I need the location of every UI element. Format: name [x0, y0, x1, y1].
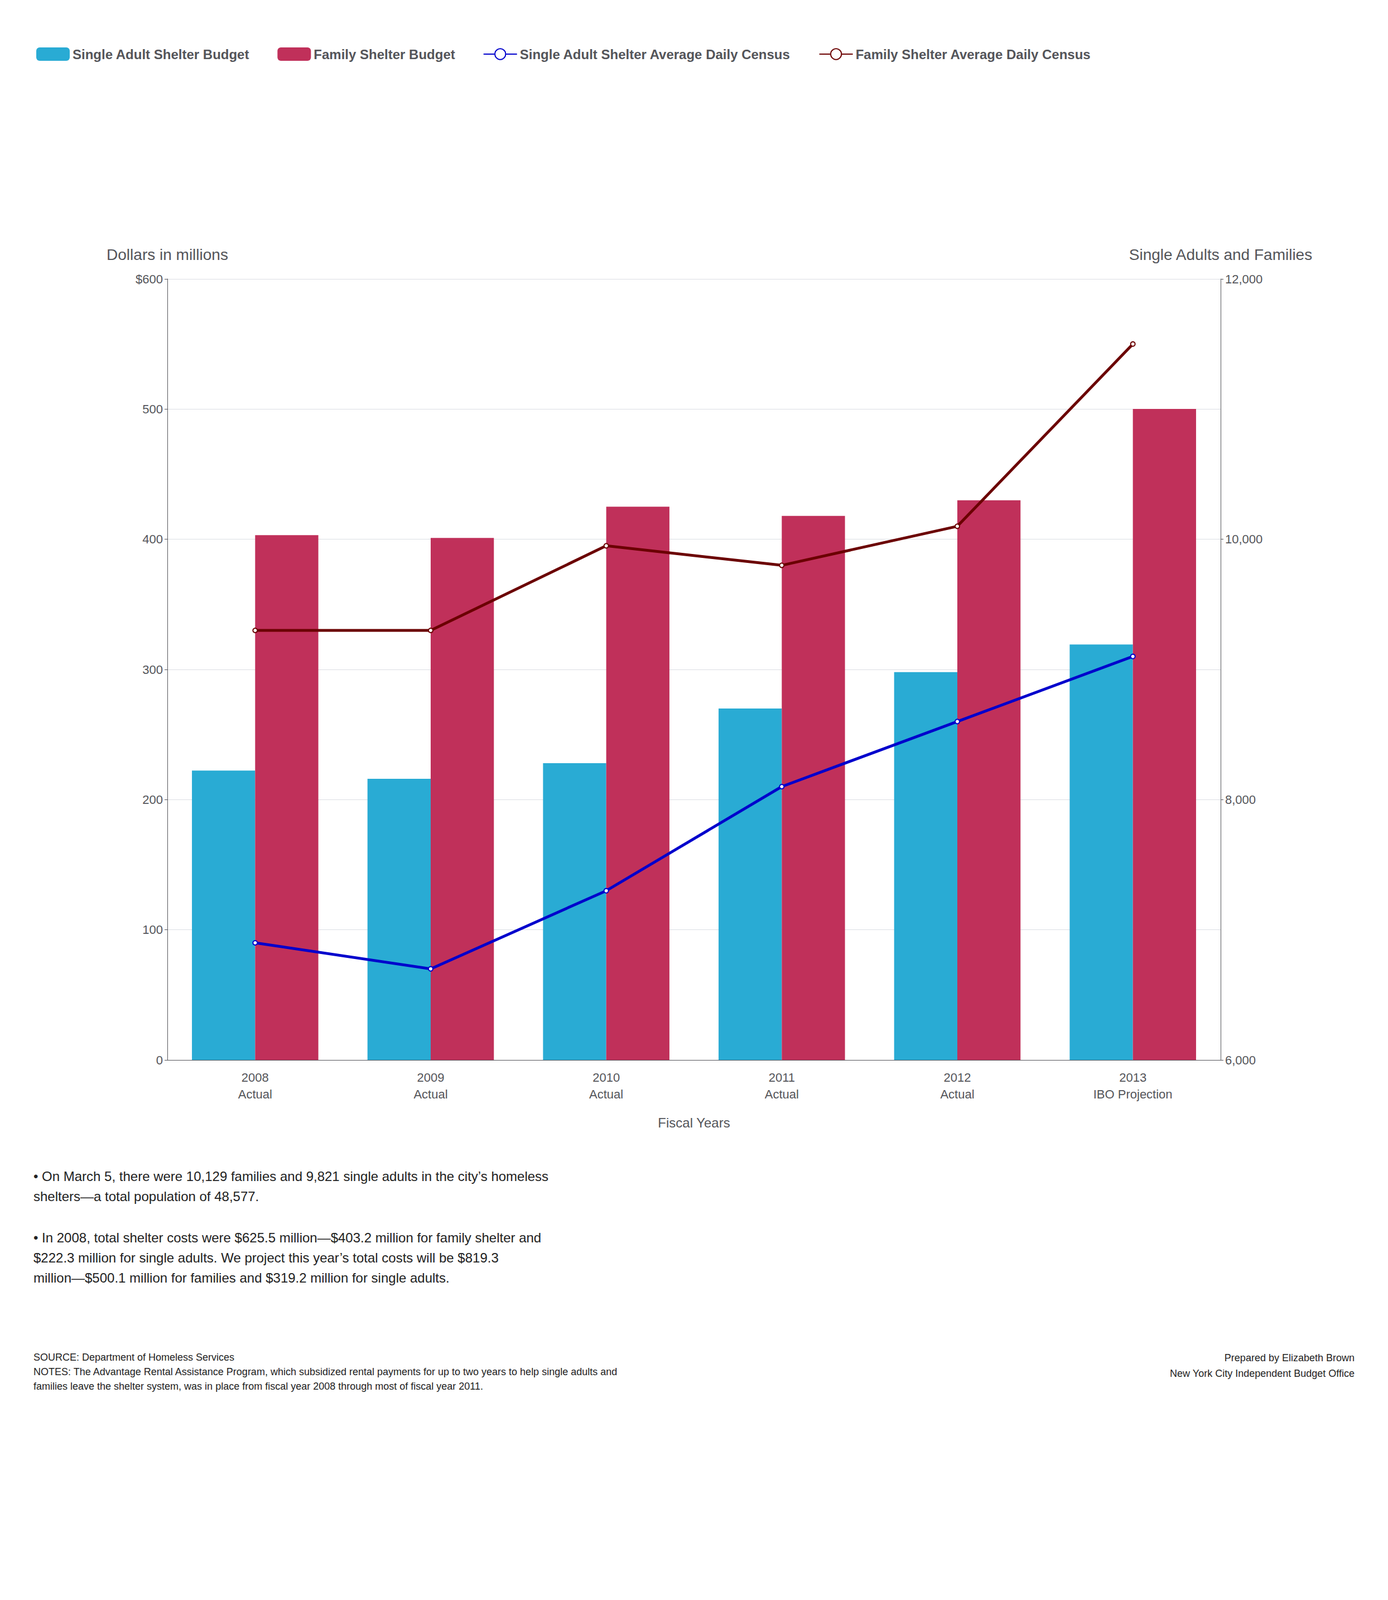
svg-text:Actual: Actual	[764, 1087, 799, 1102]
svg-text:12,000: 12,000	[1225, 272, 1263, 287]
svg-text:6,000: 6,000	[1225, 1053, 1256, 1068]
svg-text:300: 300	[142, 662, 163, 677]
svg-text:Actual: Actual	[413, 1087, 448, 1102]
svg-text:• In 2008, total shelter costs: • In 2008, total shelter costs were $625…	[33, 1230, 542, 1246]
svg-text:2010: 2010	[592, 1070, 620, 1085]
svg-text:Actual: Actual	[940, 1087, 975, 1102]
svg-text:8,000: 8,000	[1225, 792, 1256, 807]
svg-text:SOURCE: Department of Homeless: SOURCE: Department of Homeless Services	[33, 1351, 235, 1363]
svg-text:Dollars in millions: Dollars in millions	[106, 246, 229, 264]
svg-text:$600: $600	[135, 272, 163, 287]
svg-text:Single Adult Shelter Average D: Single Adult Shelter Average Daily Censu…	[519, 46, 790, 62]
svg-text:2009: 2009	[417, 1070, 445, 1085]
svg-text:Fiscal Years: Fiscal Years	[657, 1115, 730, 1131]
svg-text:Actual: Actual	[589, 1087, 624, 1102]
svg-text:Actual: Actual	[238, 1087, 273, 1102]
svg-text:Single Adults and Families: Single Adults and Families	[1129, 246, 1313, 264]
svg-text:shelters—a total population of: shelters—a total population of 48,577.	[33, 1188, 259, 1204]
svg-text:100: 100	[142, 922, 163, 937]
svg-text:2008: 2008	[241, 1070, 269, 1085]
svg-text:IBO Projection: IBO Projection	[1093, 1087, 1173, 1102]
svg-text:$222.3 million for single adul: $222.3 million for single adults. We pro…	[33, 1250, 499, 1266]
svg-text:2013: 2013	[1119, 1070, 1147, 1085]
svg-text:Family Shelter Average Daily C: Family Shelter Average Daily Census	[855, 46, 1091, 62]
svg-text:2011: 2011	[768, 1070, 795, 1085]
svg-text:500: 500	[142, 402, 163, 417]
svg-text:Prepared by Elizabeth Brown: Prepared by Elizabeth Brown	[1224, 1352, 1355, 1364]
svg-text:0: 0	[156, 1053, 163, 1068]
svg-text:million—$500.1 million for fam: million—$500.1 million for families and …	[33, 1270, 450, 1286]
svg-text:Single Adult Shelter Budget: Single Adult Shelter Budget	[72, 46, 249, 62]
svg-text:200: 200	[142, 792, 163, 807]
svg-text:New York City Independent Budg: New York City Independent Budget Office	[1169, 1367, 1355, 1380]
svg-text:families leave the shelter sys: families leave the shelter system, was i…	[33, 1380, 484, 1392]
svg-text:• On March 5, there were 10,12: • On March 5, there were 10,129 families…	[33, 1168, 549, 1184]
svg-text:2012: 2012	[943, 1070, 972, 1085]
svg-text:400: 400	[142, 532, 163, 547]
svg-text:10,000: 10,000	[1225, 532, 1263, 547]
svg-text:Family Shelter Budget: Family Shelter Budget	[313, 46, 455, 62]
svg-text:NOTES: The Advantage Rental As: NOTES: The Advantage Rental Assistance P…	[33, 1366, 618, 1378]
